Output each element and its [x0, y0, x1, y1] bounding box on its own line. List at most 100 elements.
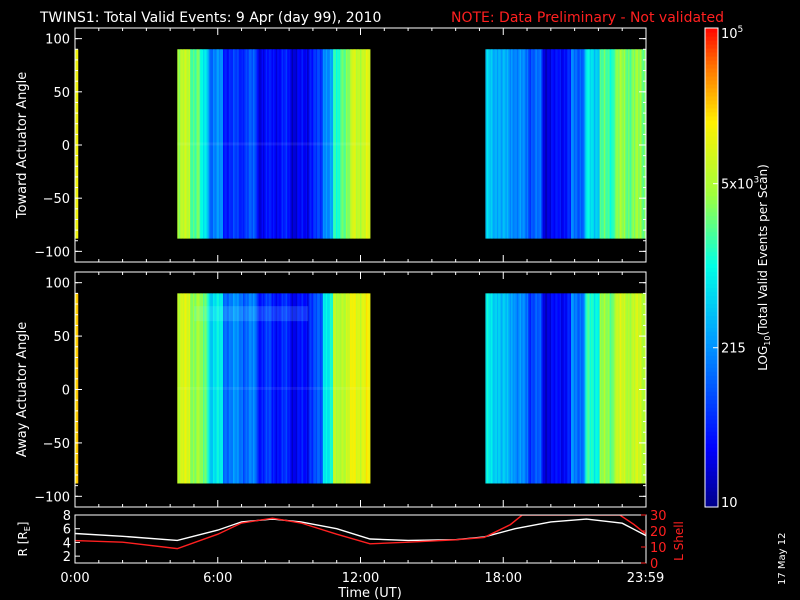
heatmap-column	[619, 293, 622, 484]
colorbar-swatch	[705, 215, 718, 221]
colorbar-swatch	[705, 91, 718, 97]
heatmap-column	[341, 293, 344, 484]
colorbar-swatch	[705, 447, 718, 452]
y-tick-label: 8	[63, 509, 71, 524]
colorbar-swatch	[705, 275, 718, 281]
colorbar-swatch	[705, 203, 718, 209]
heatmap-column	[367, 293, 369, 484]
colorbar-swatch	[705, 359, 718, 364]
heatmap-column	[341, 49, 344, 239]
colorbar-swatch	[705, 351, 718, 356]
heatmap-column	[275, 49, 278, 239]
colorbar-swatch	[705, 407, 718, 412]
heatmap-column	[190, 293, 192, 484]
heatmap-column	[516, 49, 519, 239]
heatmap-column	[204, 293, 207, 484]
colorbar-swatch	[705, 239, 718, 245]
heatmap-column	[581, 49, 583, 239]
heatmap-column	[505, 293, 508, 484]
colorbar-swatch	[705, 231, 718, 237]
heatmap-column	[295, 293, 298, 484]
heatmap-column	[177, 293, 180, 484]
heatmap-column	[334, 49, 337, 239]
heatmap-column	[618, 293, 620, 484]
colorbar-swatch	[705, 451, 718, 456]
heatmap-column	[258, 293, 261, 484]
heatmap-column	[301, 293, 304, 484]
heatmap-column	[315, 49, 318, 239]
colorbar-swatch	[705, 387, 718, 392]
heatmap-column	[358, 49, 361, 239]
heatmap-column	[350, 293, 352, 484]
colorbar-swatch	[705, 31, 718, 37]
colorbar-swatch	[705, 247, 718, 253]
heatmap-column	[187, 49, 190, 239]
heatmap-column	[75, 49, 77, 239]
heatmap-column	[642, 49, 645, 239]
heatmap-column	[361, 293, 364, 484]
heatmap-column	[264, 293, 267, 484]
colorbar-swatch	[705, 323, 718, 328]
heatmap-column	[248, 49, 251, 239]
y-right-tick-label: 10	[650, 541, 667, 556]
heatmap-column	[244, 293, 247, 484]
heatmap-column	[582, 293, 585, 484]
heatmap-column	[545, 293, 548, 484]
colorbar-swatch	[705, 51, 718, 57]
heatmap-column	[633, 49, 636, 239]
heatmap-column	[601, 293, 603, 484]
heatmap-column	[200, 49, 202, 239]
heatmap-column	[632, 49, 635, 239]
heatmap-column	[505, 49, 508, 239]
heatmap-column	[227, 49, 230, 239]
heatmap-column	[342, 293, 345, 484]
heatmap-column	[615, 49, 618, 239]
heatmap-column	[593, 293, 596, 484]
heatmap-column	[231, 293, 234, 484]
heatmap-column	[555, 49, 558, 239]
colorbar-swatch	[705, 187, 718, 193]
heatmap-column	[365, 49, 368, 239]
colorbar-swatch	[705, 147, 718, 153]
heatmap-column	[559, 49, 562, 239]
heatmap-column	[635, 293, 638, 484]
heatmap-column	[328, 293, 331, 484]
heatmap-column	[521, 49, 523, 239]
heatmap-column	[616, 293, 619, 484]
date-stamp: 17 May 12	[777, 533, 788, 585]
colorbar-tick-label: 215	[721, 342, 746, 357]
heatmap-column	[278, 293, 281, 484]
heatmap-column	[344, 293, 347, 484]
heatmap-column	[321, 293, 324, 484]
heatmap-column	[632, 293, 635, 484]
heatmap-column	[220, 49, 222, 239]
heatmap-column	[595, 49, 598, 239]
heatmap-column	[354, 293, 357, 484]
heatmap-column	[508, 49, 511, 239]
heatmap-column	[305, 49, 308, 239]
heatmap-column	[305, 293, 308, 484]
heatmap-column	[501, 49, 503, 239]
colorbar-swatch	[705, 439, 718, 444]
heatmap-column	[231, 49, 234, 239]
colorbar-swatch	[705, 467, 718, 472]
x-axis-label: Time (UT)	[337, 586, 402, 600]
colorbar-swatch	[705, 299, 718, 305]
heatmap-column	[601, 49, 603, 239]
heatmap-column	[308, 49, 311, 239]
heatmap-column	[327, 293, 330, 484]
heatmap-column	[489, 293, 492, 484]
colorbar-swatch	[705, 487, 718, 492]
heatmap-column	[195, 49, 198, 239]
heatmap-column	[562, 293, 565, 484]
heatmap-column	[643, 293, 646, 484]
heatmap-column	[583, 293, 586, 484]
heatmap-column	[498, 293, 501, 484]
heatmap-column	[294, 293, 297, 484]
heatmap-column	[352, 293, 355, 484]
heatmap-column	[569, 49, 572, 239]
y-right-tick-label: 0	[650, 557, 658, 572]
heatmap-column	[522, 293, 525, 484]
heatmap-column	[486, 49, 489, 239]
